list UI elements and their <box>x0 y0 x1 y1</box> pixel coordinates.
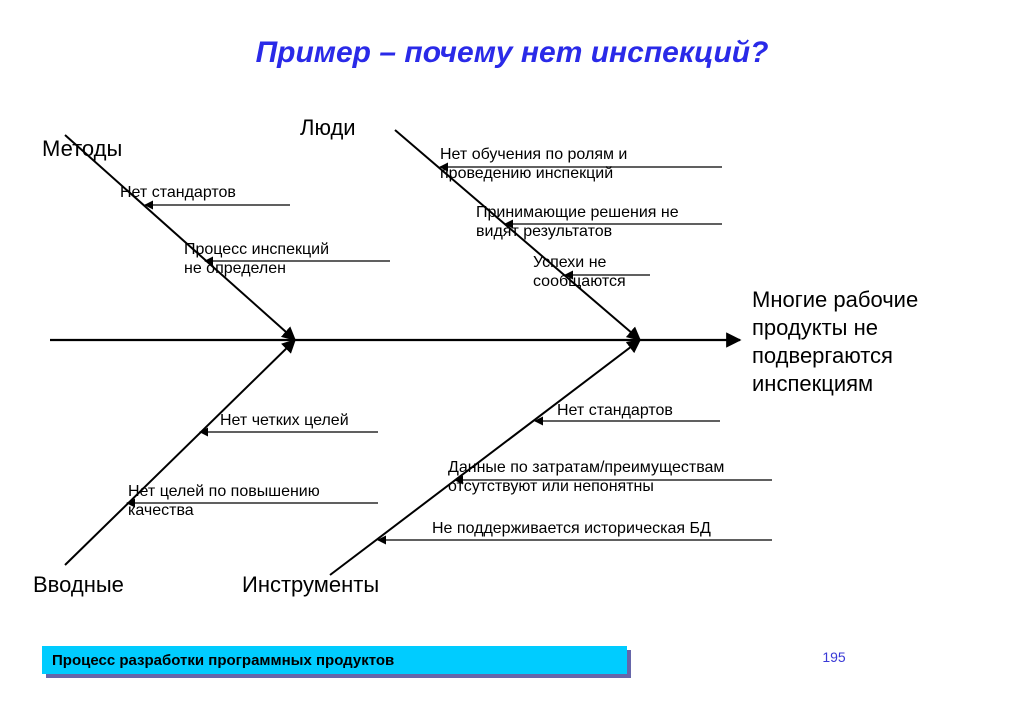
cause-methods-0: Нет стандартов <box>120 184 236 202</box>
page-number: 195 <box>724 649 944 665</box>
cause-people-1: Принимающие решения невидят результатов <box>476 203 679 241</box>
cause-tools-2: Не поддерживается историческая БД <box>432 520 711 538</box>
effect-text: Многие рабочиепродукты неподвергаютсяинс… <box>752 286 918 398</box>
cause-people-2: Успехи несообщаются <box>533 253 626 291</box>
category-tools: Инструменты <box>242 572 379 598</box>
cause-inputs-1: Нет целей по повышениюкачества <box>128 482 320 520</box>
footer-bar: Процесс разработки программных продуктов <box>42 646 627 674</box>
cause-tools-1: Данные по затратам/преимуществамотсутств… <box>448 458 724 496</box>
cause-people-0: Нет обучения по ролям ипроведению инспек… <box>440 145 627 183</box>
cause-inputs-0: Нет четких целей <box>220 412 349 430</box>
category-inputs: Вводные <box>33 572 124 598</box>
cause-methods-1: Процесс инспекцийне определен <box>184 240 329 278</box>
footer-text: Процесс разработки программных продуктов <box>42 646 627 674</box>
cause-tools-0: Нет стандартов <box>557 402 673 420</box>
category-people: Люди <box>300 115 356 141</box>
category-methods: Методы <box>42 136 122 162</box>
